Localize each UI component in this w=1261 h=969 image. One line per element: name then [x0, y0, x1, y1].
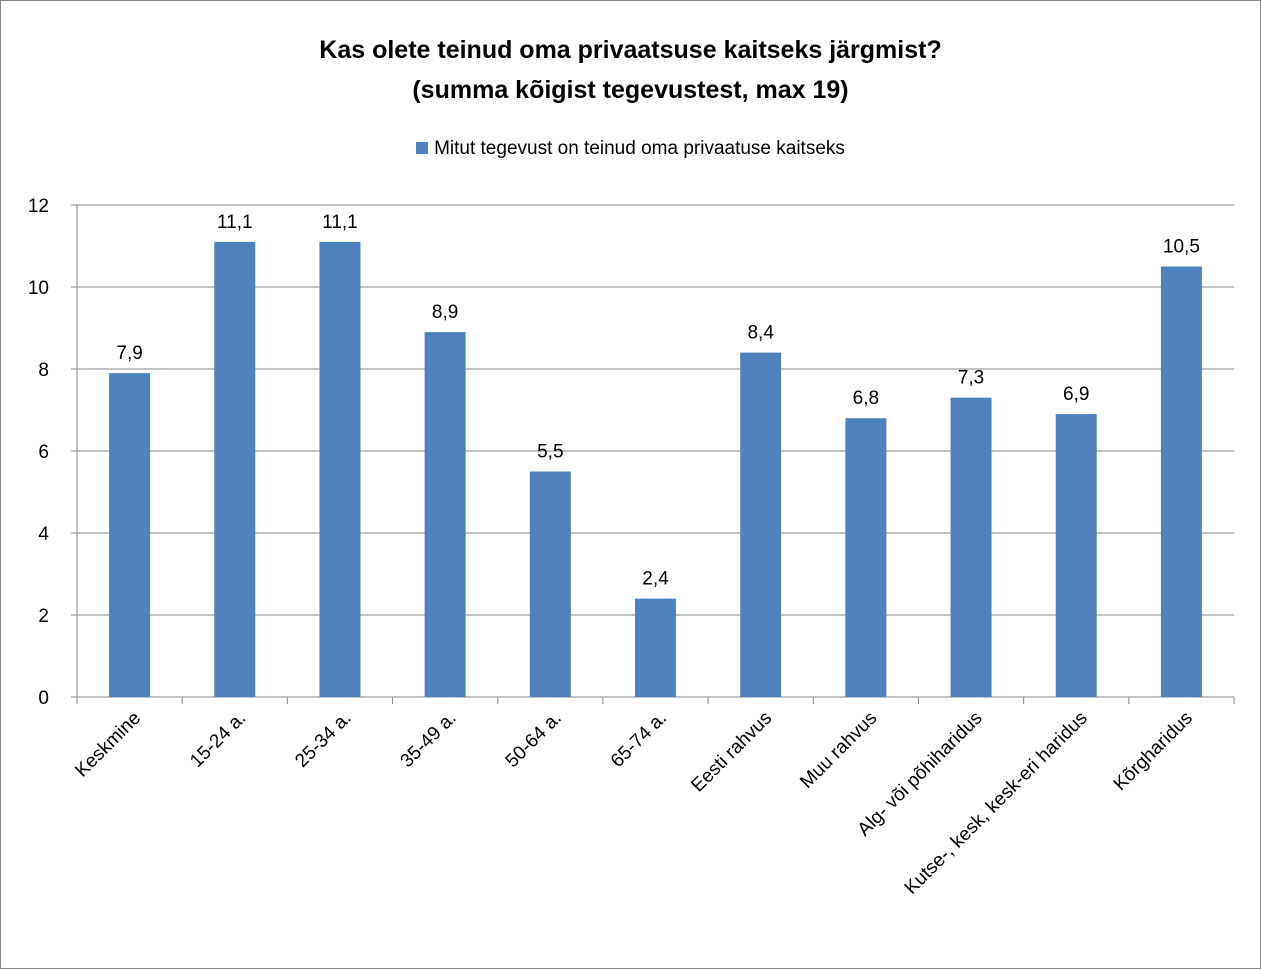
- bar: [845, 418, 887, 697]
- y-tick-label: 0: [38, 688, 49, 709]
- bar: [529, 471, 571, 697]
- y-tick-label: 2: [38, 606, 49, 627]
- data-label: 6,9: [1063, 384, 1089, 405]
- data-label: 8,9: [432, 302, 458, 323]
- y-tick-label: 12: [28, 196, 49, 217]
- data-label: 8,4: [747, 323, 774, 344]
- legend-label: Mitut tegevust on teinud oma privaatuse …: [434, 138, 845, 159]
- x-tick-label: 50-64 a.: [502, 708, 566, 772]
- y-tick-label: 6: [38, 442, 49, 463]
- x-tick-label: 65-74 a.: [607, 708, 671, 772]
- data-label: 5,5: [537, 442, 563, 463]
- x-tick-label: 35-49 a.: [397, 708, 461, 772]
- x-tick-label: 25-34 a.: [291, 708, 355, 772]
- chart-title: Kas olete teinud oma privaatsuse kaitsek…: [319, 36, 942, 64]
- x-tick-label: Keskmine: [71, 708, 145, 782]
- bar: [424, 332, 466, 697]
- data-label: 7,3: [958, 368, 984, 389]
- bar: [109, 373, 151, 697]
- data-label: 10,5: [1163, 237, 1200, 258]
- bar: [740, 352, 782, 697]
- x-tick-label: Eesti rahvus: [687, 708, 776, 797]
- data-label: 11,1: [217, 212, 253, 233]
- bar: [950, 397, 992, 697]
- data-label: 11,1: [322, 212, 358, 233]
- data-label: 6,8: [853, 388, 879, 409]
- y-tick-label: 8: [38, 360, 49, 381]
- legend-swatch: [416, 142, 429, 154]
- y-tick-label: 10: [28, 278, 49, 299]
- x-tick-label: Kutse-, kesk, kesk-eri haridus: [901, 708, 1092, 899]
- data-label: 2,4: [642, 569, 669, 590]
- y-tick-label: 4: [38, 524, 49, 545]
- bar: [319, 241, 361, 697]
- x-tick-label: Muu rahvus: [796, 708, 881, 793]
- bar: [214, 241, 256, 697]
- data-label: 7,9: [116, 343, 142, 364]
- legend: Mitut tegevust on teinud oma privaatuse …: [0, 138, 1261, 160]
- x-tick-label: Kõrgharidus: [1110, 708, 1197, 795]
- x-tick-label: 15-24 a.: [186, 708, 250, 772]
- bar: [1055, 414, 1097, 697]
- bar: [1160, 266, 1202, 697]
- bar: [635, 598, 676, 697]
- chart-subtitle: (summa kõigist tegevustest, max 19): [412, 76, 849, 104]
